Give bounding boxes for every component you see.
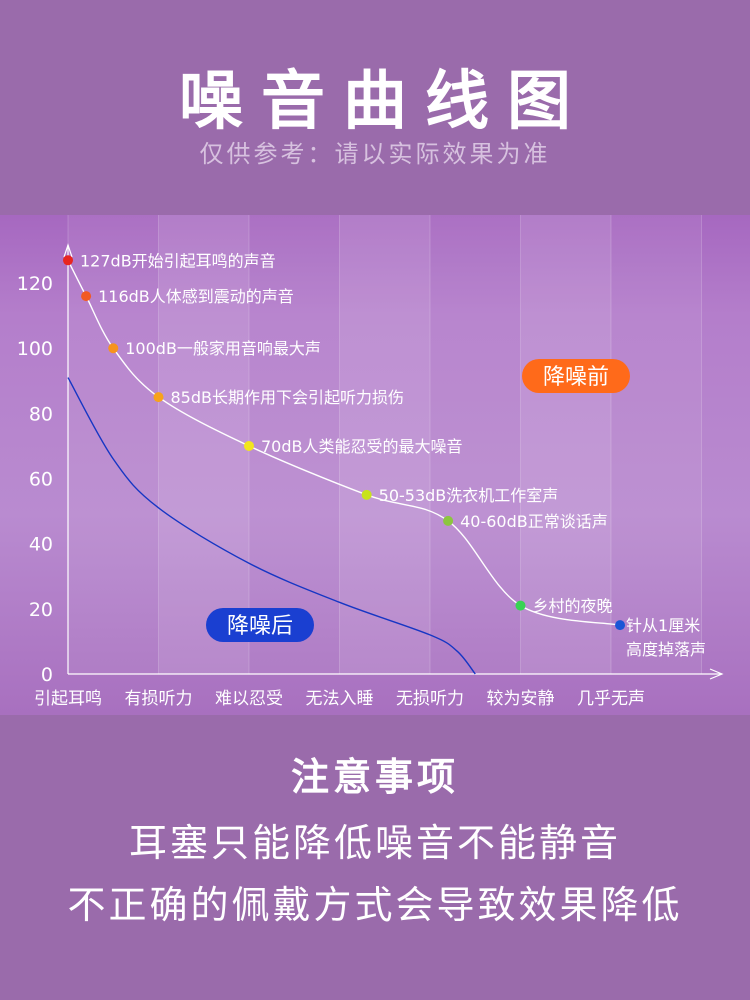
data-label: 50-53dB洗衣机工作室声 bbox=[379, 486, 559, 505]
note-line-1: 耳塞只能降低噪音不能静音 bbox=[128, 821, 621, 865]
y-tick-label: 100 bbox=[17, 338, 53, 360]
y-tick-label: 120 bbox=[17, 273, 53, 295]
data-point bbox=[361, 489, 372, 500]
data-label: 100dB一般家用音响最大声 bbox=[125, 339, 321, 358]
series-badge-after-label: 降噪后 bbox=[227, 614, 293, 639]
data-point bbox=[515, 600, 526, 611]
chart-band-column bbox=[611, 215, 702, 674]
series-badge-after-bg bbox=[206, 608, 314, 642]
data-point bbox=[63, 255, 73, 266]
notes-title: 注意事项 bbox=[290, 755, 459, 799]
series-badge-before-label: 降噪前 bbox=[543, 365, 609, 390]
chart-band-column bbox=[158, 215, 249, 674]
data-point bbox=[244, 440, 254, 451]
noise-curve-chart: 0 20 40 60 80 100 120 引起耳鸣 有损听力 难以忍受 无法入睡 无损听力 较为安静 几… bbox=[17, 215, 724, 709]
data-label: 40-60dB正常谈话声 bbox=[460, 512, 608, 531]
y-tick-label: 80 bbox=[29, 403, 53, 425]
data-point bbox=[108, 343, 119, 354]
series-line-before bbox=[67, 259, 621, 626]
x-category-label: 较为安静 bbox=[487, 689, 555, 709]
data-label: 针从1厘米高度掉落声 bbox=[626, 616, 706, 659]
x-category-label: 引起耳鸣 bbox=[34, 689, 102, 709]
series-badge-before-bg bbox=[522, 359, 630, 393]
chart-background bbox=[0, 215, 750, 715]
x-category-label: 无损听力 bbox=[396, 689, 464, 709]
data-label: 85dB长期作用下会引起听力损伤 bbox=[171, 388, 405, 407]
x-category-label: 几乎无声 bbox=[577, 689, 645, 709]
data-label-line: 针从1厘米 bbox=[626, 616, 700, 635]
chart-band-column bbox=[68, 215, 159, 674]
data-point bbox=[443, 515, 454, 526]
x-category-label: 无法入睡 bbox=[306, 689, 374, 709]
chart-band-column bbox=[520, 215, 611, 674]
page-title: 噪音曲线图 bbox=[179, 65, 589, 139]
data-point bbox=[153, 392, 164, 403]
chart-band-column bbox=[430, 215, 521, 674]
page-subtitle: 仅供参考：请以实际效果为准 bbox=[199, 140, 551, 168]
data-point bbox=[615, 620, 626, 631]
y-tick-label: 40 bbox=[29, 534, 53, 556]
y-tick-label: 0 bbox=[41, 664, 53, 686]
data-label: 乡村的夜晚 bbox=[533, 597, 613, 616]
x-category-label: 有损听力 bbox=[125, 689, 193, 709]
y-tick-label: 60 bbox=[29, 469, 53, 491]
y-tick-label: 20 bbox=[29, 599, 53, 621]
data-label: 127dB开始引起耳鸣的声音 bbox=[80, 251, 276, 270]
chart-band-column bbox=[339, 215, 430, 674]
series-line-after bbox=[67, 377, 476, 675]
chart-band-column bbox=[249, 215, 340, 674]
data-point bbox=[81, 291, 92, 302]
y-axis-arrow bbox=[63, 243, 73, 258]
data-label: 70dB人类能忍受的最大噪音 bbox=[261, 437, 463, 456]
data-label: 116dB人体感到震动的声音 bbox=[98, 287, 294, 306]
note-line-2: 不正确的佩戴方式会导致效果降低 bbox=[67, 883, 683, 927]
x-category-label: 难以忍受 bbox=[215, 689, 283, 709]
data-label-line: 高度掉落声 bbox=[626, 640, 706, 659]
x-axis-arrow bbox=[709, 668, 724, 680]
